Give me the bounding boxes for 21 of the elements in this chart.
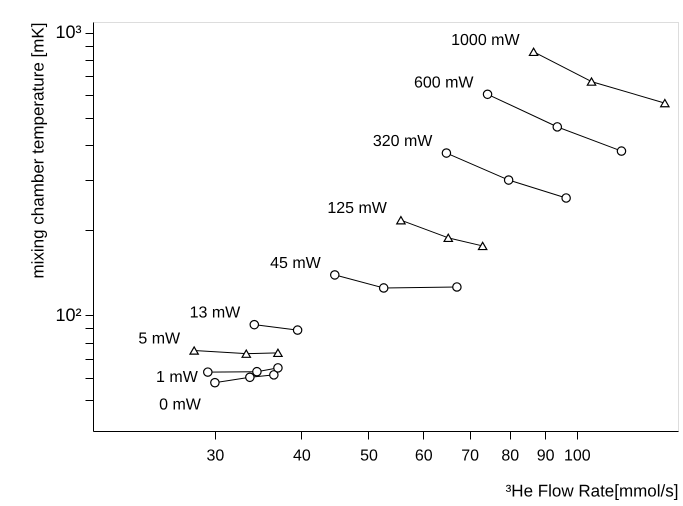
series-label: 0 mW	[159, 396, 202, 414]
series-label: 5 mW	[138, 330, 182, 348]
x-axis-title: ³He Flow Rate[mmol/s]	[506, 482, 678, 500]
series-label: 45 mW	[270, 254, 322, 272]
series-label: 320 mW	[372, 133, 434, 150]
x-tick-label: 40	[292, 448, 311, 464]
series-label: 600 mW	[414, 74, 474, 92]
series-label: 13 mW	[190, 304, 242, 322]
x-tick-label: 70	[461, 448, 480, 464]
series-label: 1 mW	[156, 369, 199, 386]
y-axis-title: mixing chamber temperature [mK]	[28, 22, 48, 279]
x-tick-label: 90	[536, 448, 555, 464]
x-tick-label: 50	[360, 448, 378, 464]
x-tick-label: 80	[501, 448, 520, 464]
x-tick-label: 30	[206, 448, 224, 464]
x-tick-label: 100	[564, 448, 591, 464]
y-tick-label: 10³	[55, 22, 82, 42]
x-tick-label: 60	[414, 448, 433, 464]
y-tick-label: 10²	[55, 304, 82, 325]
series-label: 125 mW	[327, 200, 388, 218]
series-label: 1000 mW	[451, 32, 520, 49]
